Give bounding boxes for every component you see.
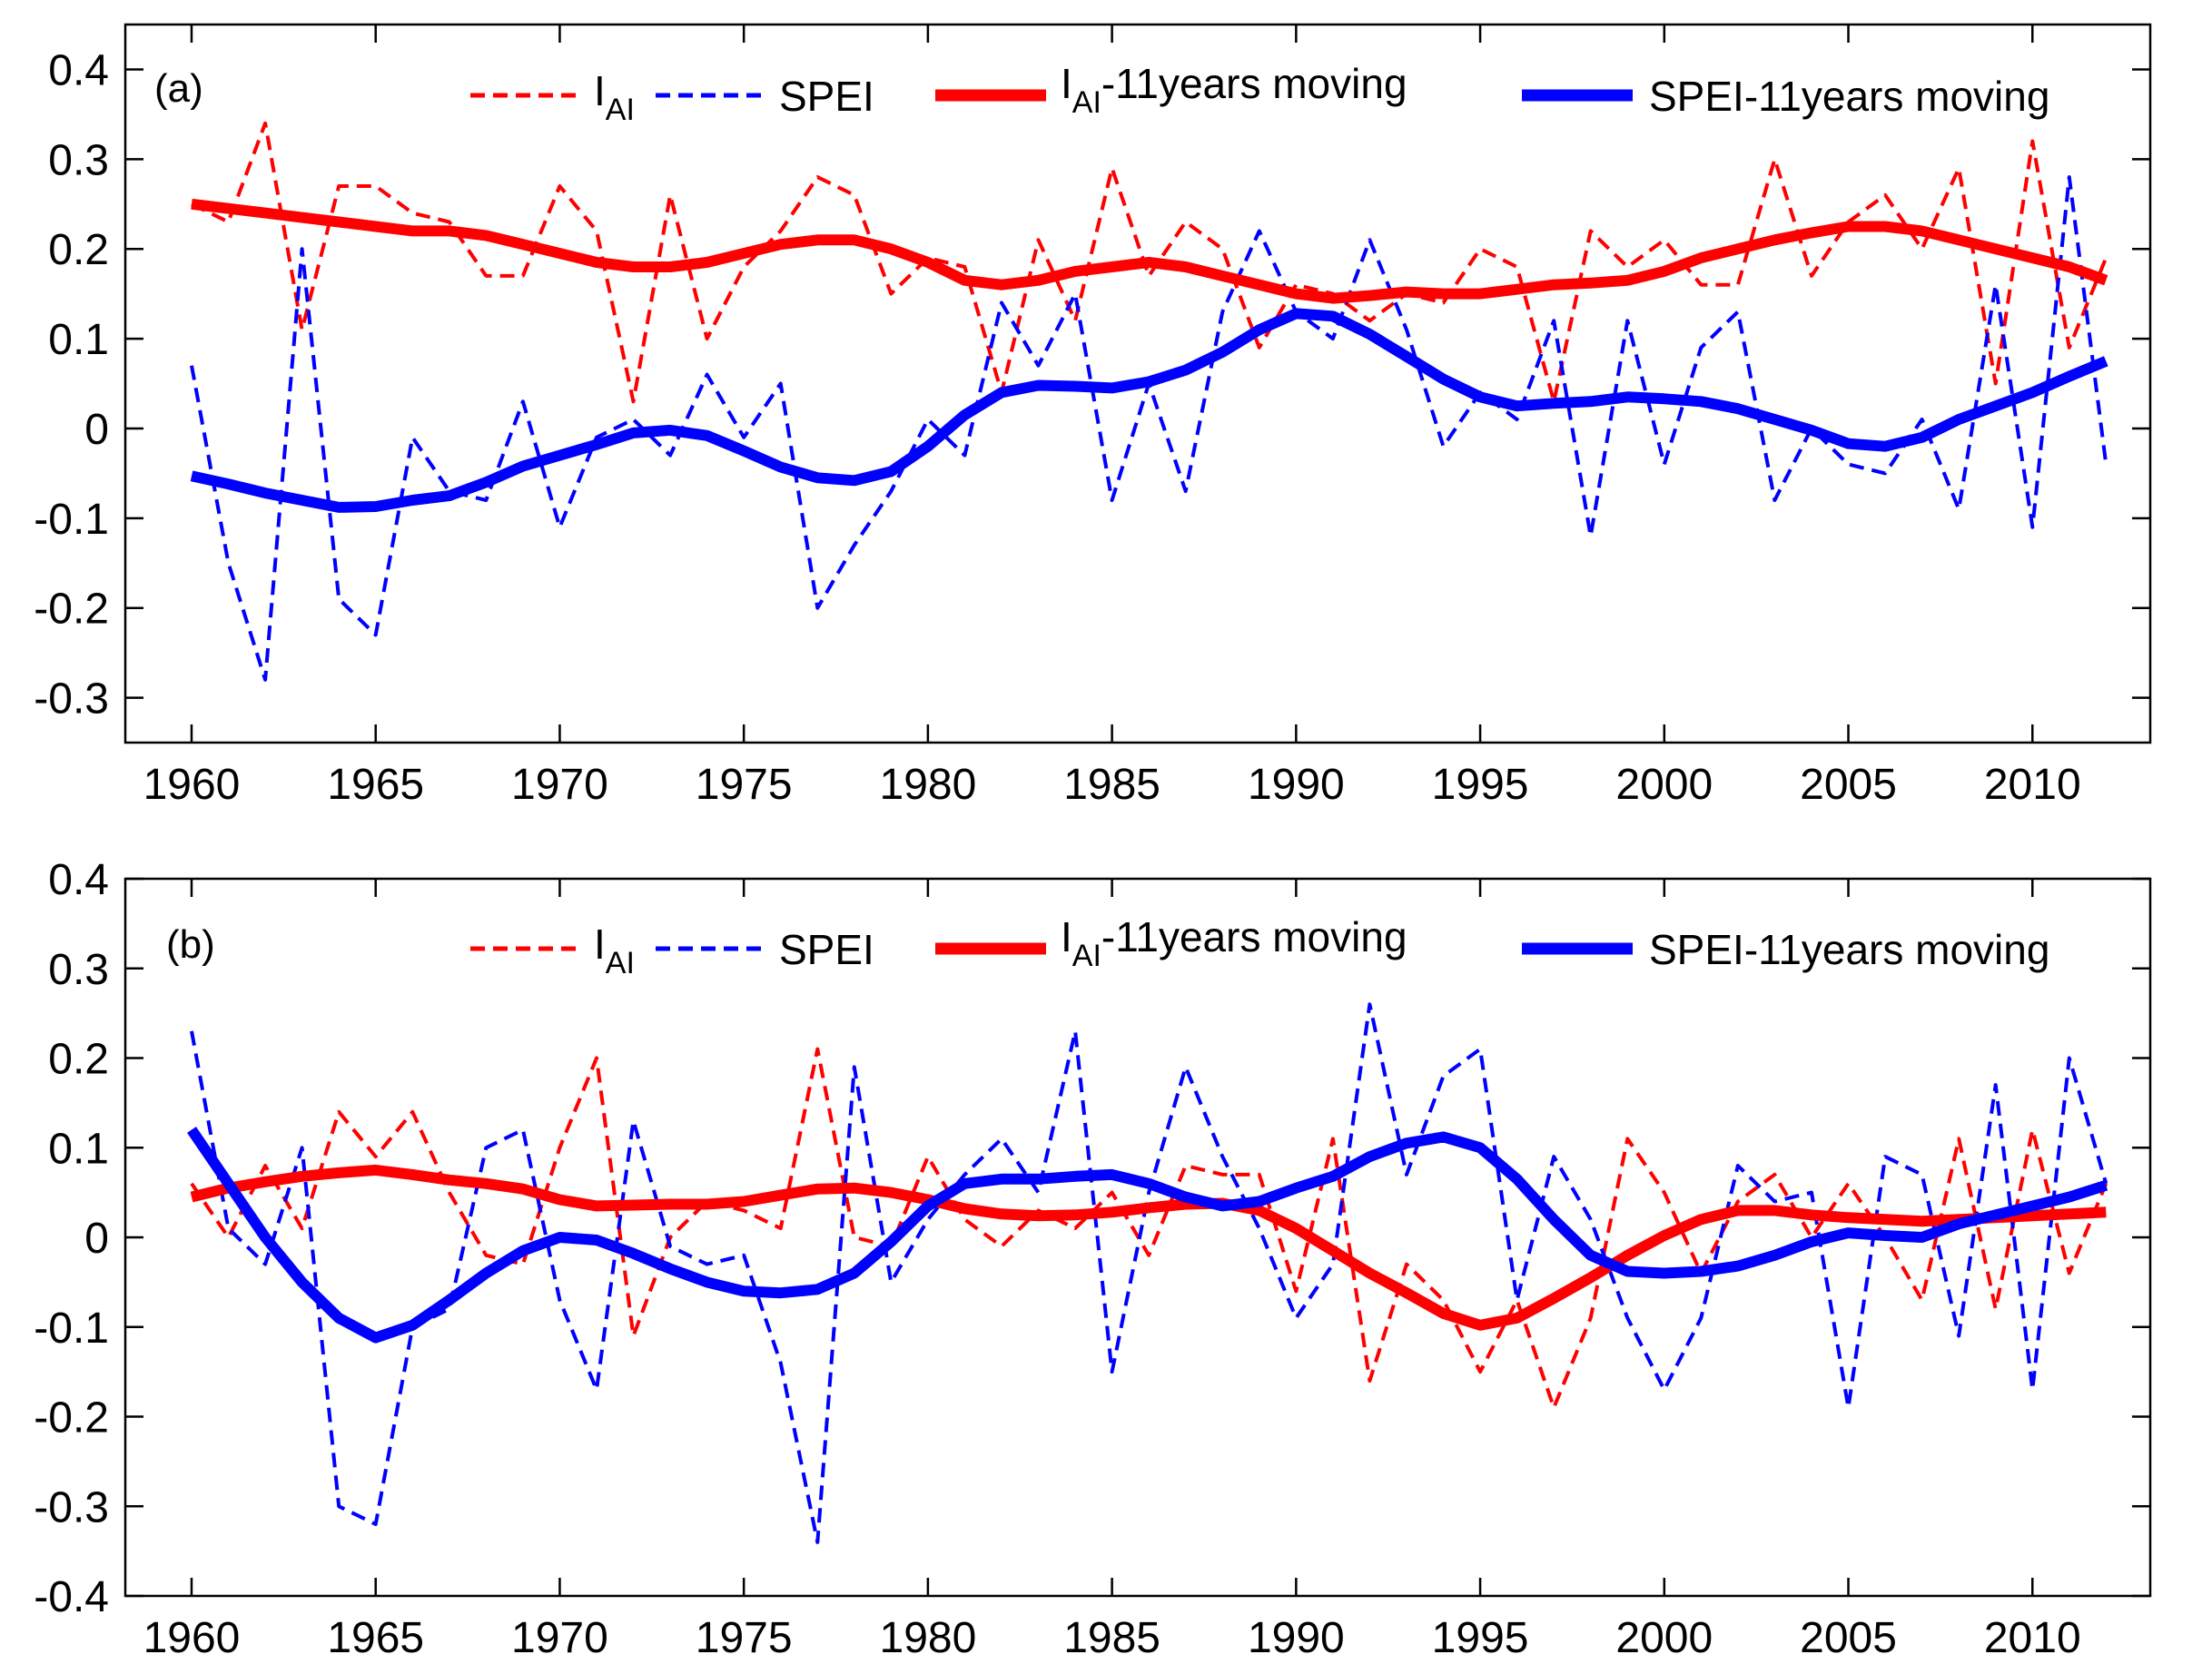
series-i-ai-line — [190, 1047, 2108, 1410]
x-tick-label: 1985 — [1063, 761, 1160, 809]
y-tick-labels: -0.4 -0.3 -0.2 -0.1 0 0.1 0.2 0.3 0.4 — [34, 856, 109, 1621]
x-tick-label: 1970 — [511, 1614, 608, 1662]
y-tick-label: 0.2 — [48, 226, 109, 274]
legend-label-ial: IAI — [594, 921, 635, 980]
legend: IAI SPEI IAI-11years moving SPEI-11years… — [470, 60, 2049, 127]
y-tick-labels: -0.3 -0.2 -0.1 0 0.1 0.2 0.3 0.4 — [34, 46, 109, 723]
tick-marks — [125, 877, 2150, 1598]
y-tick-label: 0.1 — [48, 316, 109, 364]
y-tick-label: 0.3 — [48, 946, 109, 994]
legend-label-spei: SPEI — [779, 73, 874, 120]
y-tick-label: 0.3 — [48, 136, 109, 184]
x-tick-labels: 1960 1965 1970 1975 1980 1985 1990 1995 2000 2005… — [143, 1614, 2081, 1662]
series-spei-11years-moving-line — [187, 1127, 2108, 1344]
series-lines — [187, 1002, 2108, 1544]
panel-a: -0.3-0.2-0.100.10.20.30.4 1960 1965 1970 19… — [34, 23, 2152, 809]
x-tick-label: 1985 — [1063, 1614, 1160, 1662]
y-tick-label: 0.4 — [48, 46, 109, 94]
x-tick-label: 1965 — [327, 761, 424, 809]
legend-label-ial-moving: IAI-11years moving — [1061, 60, 1407, 120]
x-tick-label: 1975 — [696, 1614, 793, 1662]
panel-label: (b) — [166, 922, 215, 967]
x-tick-label: 1965 — [327, 1614, 424, 1662]
y-tick-label: -0.3 — [34, 1483, 109, 1531]
x-tick-label: 1960 — [143, 761, 241, 809]
y-tick-label: 0.4 — [48, 856, 109, 904]
x-tick-label: 1990 — [1248, 761, 1345, 809]
series-spei-line — [190, 1002, 2108, 1544]
y-tick-label: 0.2 — [48, 1036, 109, 1084]
series-i-ai-11years-moving-line — [190, 1164, 2107, 1331]
legend-label-ial-moving: IAI-11years moving — [1061, 913, 1407, 973]
panel-label: (a) — [154, 66, 203, 111]
x-tick-label: 2000 — [1615, 1614, 1713, 1662]
legend-label-spei-moving: SPEI-11years moving — [1649, 926, 2049, 973]
x-tick-label: 2005 — [1800, 761, 1897, 809]
x-tick-label: 2010 — [1984, 761, 2081, 809]
panel-b: -0.4-0.3-0.2-0.100.10.20.30.4 1960 1965 19… — [34, 856, 2152, 1662]
y-tick-label: -0.2 — [34, 1394, 109, 1443]
legend-label-spei-moving: SPEI-11years moving — [1649, 73, 2049, 120]
series-i-ai-line — [191, 121, 2108, 404]
x-tick-label: 1995 — [1432, 761, 1529, 809]
y-tick-label: 0.1 — [48, 1125, 109, 1173]
tick-marks — [125, 25, 2150, 743]
legend-label-ial: IAI — [594, 67, 635, 127]
series-lines — [190, 121, 2108, 682]
x-tick-labels: 1960 1965 1970 1975 1980 1985 1990 1995 2000 2005… — [143, 761, 2081, 809]
x-tick-label: 1960 — [143, 1614, 241, 1662]
legend-label-spei: SPEI — [779, 926, 874, 973]
x-tick-label: 2010 — [1984, 1614, 2081, 1662]
y-tick-label: -0.4 — [34, 1573, 109, 1621]
x-tick-label: 2005 — [1800, 1614, 1897, 1662]
x-tick-label: 1970 — [511, 761, 608, 809]
series-spei-11years-moving-line — [190, 308, 2108, 513]
x-tick-label: 1995 — [1432, 1614, 1529, 1662]
plot-frame — [123, 23, 2152, 744]
y-tick-label: -0.3 — [34, 675, 109, 724]
x-tick-label: 2000 — [1615, 761, 1713, 809]
x-tick-label: 1975 — [696, 761, 793, 809]
y-tick-label: 0 — [84, 1215, 109, 1263]
y-tick-label: -0.1 — [34, 496, 109, 544]
legend: IAI SPEI IAI-11years moving SPEI-11years… — [470, 913, 2049, 980]
y-tick-label: -0.2 — [34, 586, 109, 634]
x-tick-label: 1980 — [880, 1614, 977, 1662]
x-tick-label: 1990 — [1248, 1614, 1345, 1662]
y-tick-label: 0 — [84, 406, 109, 454]
y-tick-label: -0.1 — [34, 1305, 109, 1353]
x-tick-label: 1980 — [880, 761, 977, 809]
series-i-ai-11years-moving-line — [191, 198, 2108, 304]
